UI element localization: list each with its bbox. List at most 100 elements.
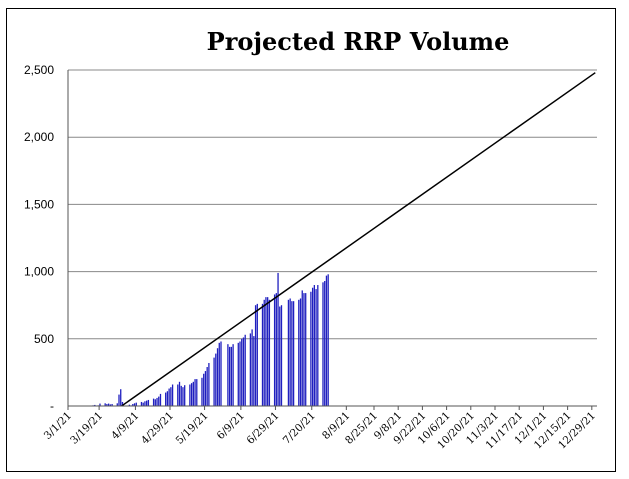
- bar: [310, 291, 312, 406]
- bar: [203, 373, 205, 406]
- bar: [104, 403, 106, 406]
- bar: [315, 289, 317, 406]
- trend-line: [121, 72, 596, 407]
- bar: [253, 336, 255, 406]
- bar: [194, 379, 196, 406]
- bar: [144, 401, 146, 406]
- y-tick-label: 2,500: [24, 63, 54, 77]
- bar: [327, 274, 329, 406]
- bar: [301, 290, 303, 406]
- bar: [111, 403, 113, 406]
- bar: [116, 403, 118, 406]
- bar: [261, 303, 264, 406]
- bar: [256, 303, 258, 406]
- chart-title: Projected RRP Volume: [207, 27, 510, 56]
- bar: [168, 388, 170, 406]
- bar: [279, 306, 281, 406]
- bar: [133, 403, 136, 406]
- x-tick-label: 4/29/21: [139, 410, 176, 447]
- y-tick-label: 1,500: [24, 197, 54, 211]
- bar: [147, 399, 150, 406]
- bar: [237, 342, 239, 406]
- bar: [325, 275, 328, 406]
- bar: [158, 396, 160, 406]
- bar: [184, 385, 186, 406]
- bar: [128, 404, 131, 406]
- bar: [107, 403, 110, 406]
- bar: [192, 381, 194, 406]
- x-tick-label: 5/19/21: [174, 410, 211, 447]
- bar: [299, 298, 302, 406]
- bar: [239, 341, 241, 406]
- bar: [109, 404, 112, 406]
- bar: [120, 389, 122, 406]
- bar: [298, 299, 300, 406]
- bar: [182, 387, 184, 406]
- bar: [241, 338, 243, 406]
- x-tick-label: 6/29/21: [244, 410, 281, 447]
- bar: [249, 333, 252, 406]
- y-axis-tick-labels: - 500 1,000 1,500 2,000 2,500: [24, 63, 54, 413]
- bar: [305, 293, 307, 406]
- bar: [218, 342, 220, 406]
- bar: [254, 305, 257, 406]
- bar: [152, 398, 155, 406]
- bar: [140, 401, 143, 406]
- x-tick-label: 3/19/21: [68, 410, 105, 447]
- bar: [206, 367, 208, 406]
- axes: [67, 70, 597, 407]
- bar: [220, 341, 222, 406]
- bar: [244, 334, 246, 406]
- bar: [230, 346, 233, 406]
- x-tick-label: 4/9/21: [109, 410, 141, 442]
- x-tick-label: 7/20/21: [281, 410, 318, 447]
- bar: [132, 403, 134, 406]
- bar: [180, 385, 182, 406]
- bar: [251, 329, 253, 406]
- bar: [165, 392, 167, 406]
- bar: [267, 297, 269, 406]
- bar: [227, 344, 229, 406]
- bar: [291, 301, 293, 406]
- trend-line-group: [121, 72, 596, 407]
- bar: [263, 299, 265, 406]
- bar: [94, 404, 96, 406]
- bar: [317, 285, 319, 406]
- bar: [196, 379, 198, 406]
- y-tick-label: -: [50, 399, 54, 413]
- bar: [156, 397, 158, 406]
- bar: [303, 293, 305, 406]
- bar: [190, 383, 193, 406]
- bar: [215, 353, 217, 406]
- bar: [275, 293, 277, 406]
- bar: [232, 344, 234, 406]
- bar: [142, 402, 144, 406]
- bar: [171, 384, 174, 406]
- bar: [287, 299, 290, 406]
- bar: [201, 377, 203, 406]
- bar: [118, 394, 120, 406]
- bar: [313, 285, 315, 406]
- bar: [146, 400, 148, 406]
- bar: [292, 301, 295, 406]
- bar: [289, 298, 291, 406]
- bar: [99, 403, 101, 406]
- bar: [311, 287, 314, 406]
- bar: [166, 391, 169, 406]
- x-axis-tick-labels: 3/1/213/19/21 4/9/214/29/215/19/21 6/9/216…: [42, 406, 598, 451]
- bar: [204, 371, 207, 406]
- bar-series: [92, 272, 329, 406]
- bar: [106, 403, 108, 406]
- x-tick-label: 6/9/21: [215, 410, 247, 442]
- bar: [228, 346, 231, 406]
- y-tick-label: 1,000: [24, 265, 54, 279]
- bar: [178, 381, 181, 406]
- bar: [177, 384, 179, 406]
- y-tick-label: 500: [34, 332, 54, 346]
- bar: [277, 272, 279, 406]
- bar: [213, 357, 215, 406]
- bar: [154, 399, 156, 406]
- bar: [280, 305, 283, 406]
- bar: [324, 281, 326, 406]
